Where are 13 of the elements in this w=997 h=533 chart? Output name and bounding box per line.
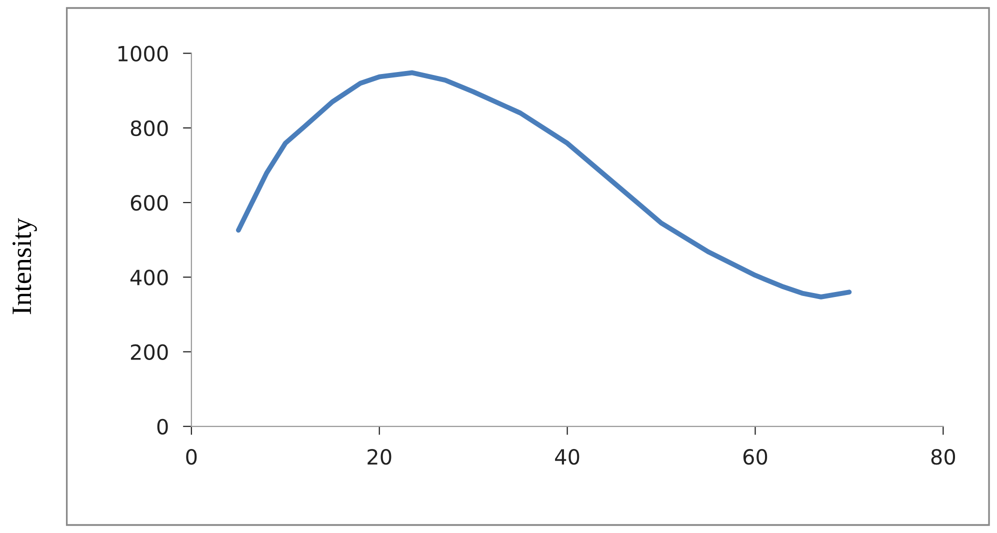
x-tick-label: 0 xyxy=(186,448,197,465)
y-tick-label: 1000 xyxy=(118,46,168,62)
y-tick-label: 200 xyxy=(130,344,168,360)
x-tick-label: 60 xyxy=(743,448,768,465)
y-tick-label: 0 xyxy=(157,418,168,435)
x-tick-label: 40 xyxy=(555,448,580,465)
y-tick-label: 600 xyxy=(130,194,168,211)
y-tick-label: 800 xyxy=(130,120,168,136)
y-tick-label: 400 xyxy=(130,270,168,286)
y-axis-title: Intensity xyxy=(12,218,37,314)
x-tick-label: 20 xyxy=(368,448,392,465)
line-series xyxy=(236,70,852,300)
x-tick-label: 80 xyxy=(931,448,956,465)
